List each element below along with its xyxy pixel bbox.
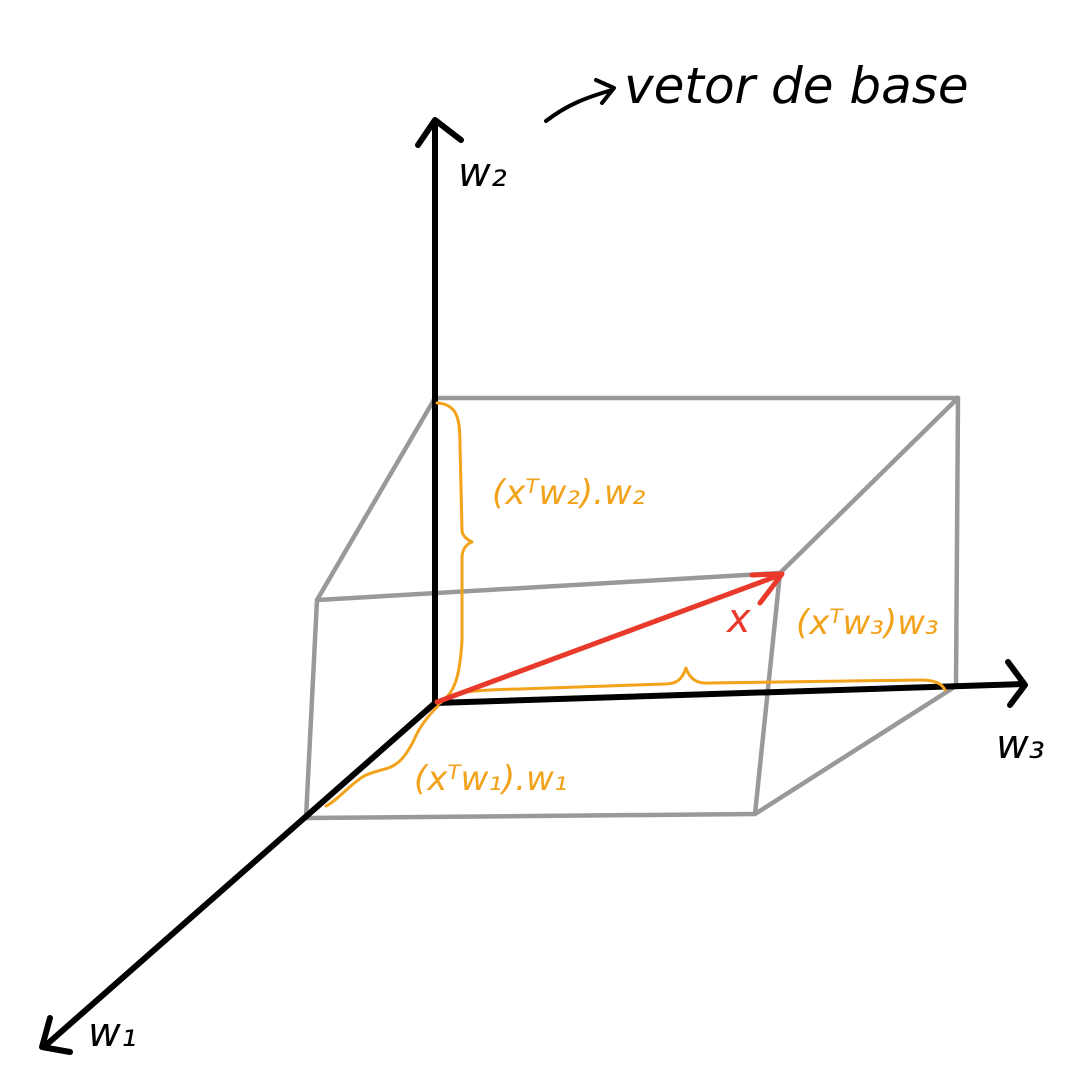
w1-arrowhead bbox=[39, 1015, 73, 1055]
vector-x-label: x bbox=[725, 596, 751, 642]
box-front-left-edge bbox=[303, 597, 320, 821]
w3-component-brace bbox=[438, 666, 947, 705]
box-edges bbox=[303, 395, 961, 821]
title-label: vetor de base bbox=[624, 57, 969, 115]
w3-component-label: (xᵀw₃)w₃ bbox=[796, 603, 939, 643]
w1-component-label: (xᵀw₁).w₁ bbox=[414, 759, 567, 799]
title-pointer-arrow bbox=[544, 78, 616, 123]
box-top-right-edge bbox=[777, 395, 961, 576]
vector-x bbox=[434, 571, 785, 705]
vector-x-shaft bbox=[434, 572, 783, 705]
w2-component-brace bbox=[435, 401, 474, 706]
box-bottom-right-edge bbox=[752, 683, 959, 817]
w1-component-brace bbox=[324, 704, 440, 808]
vector-x-arrowhead bbox=[749, 571, 785, 606]
w2-component-label: (xᵀw₂).w₂ bbox=[492, 473, 646, 513]
w3-arrowhead bbox=[1005, 659, 1028, 708]
w2-arrowhead bbox=[415, 117, 464, 148]
axes bbox=[39, 117, 1028, 1055]
w2-axis-label: w₂ bbox=[458, 150, 507, 196]
box-front-bottom-edge bbox=[303, 811, 758, 821]
component-braces bbox=[324, 401, 947, 808]
w3-axis-label: w₃ bbox=[996, 722, 1045, 768]
box-front-top-edge bbox=[314, 570, 783, 603]
box-top-left-edge bbox=[314, 395, 438, 603]
w3-axis bbox=[432, 681, 1027, 706]
w1-axis-label: w₁ bbox=[88, 1010, 137, 1056]
title-pointer bbox=[544, 78, 616, 123]
box-back-right-edge bbox=[953, 395, 961, 689]
w1-axis bbox=[42, 700, 438, 1049]
